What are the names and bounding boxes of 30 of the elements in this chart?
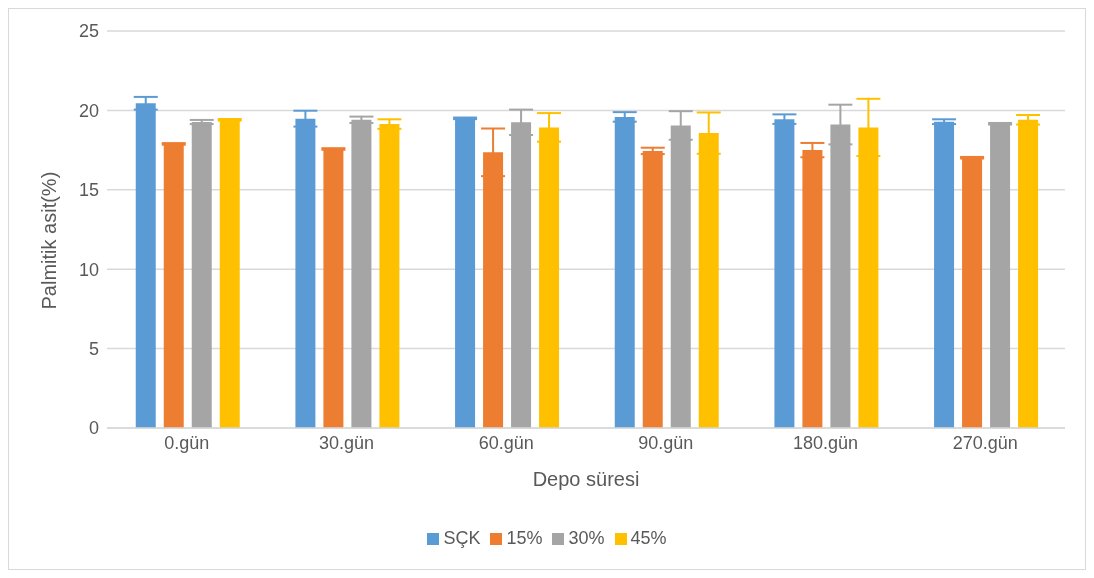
bar: [323, 148, 344, 428]
y-tick-label: 0: [88, 418, 99, 439]
y-tick-label: 25: [78, 21, 99, 42]
x-tick-label: 60.gün: [478, 432, 534, 453]
x-axis-title: Depo süresi: [532, 468, 640, 490]
bar: [191, 121, 212, 428]
x-tick-label: 30.gün: [318, 432, 375, 453]
legend-label: 15%: [506, 528, 543, 548]
y-axis-title: Palmitik asit(%): [38, 171, 61, 310]
legend-label: 30%: [568, 528, 605, 548]
legend-label: 45%: [630, 528, 667, 548]
bar: [1018, 119, 1039, 428]
bar: [455, 118, 476, 428]
x-tick-label: 270.gün: [952, 432, 1018, 453]
legend-label: SÇK: [443, 528, 481, 548]
y-tick-label: 5: [88, 338, 99, 359]
bar: [351, 119, 372, 428]
bar: [934, 121, 955, 428]
bar: [163, 143, 184, 428]
y-tick-label: 10: [78, 259, 99, 280]
bar: [642, 150, 663, 428]
bar: [990, 123, 1011, 428]
bar: [614, 116, 635, 428]
bar: [962, 157, 983, 428]
y-tick-label: 20: [78, 100, 99, 121]
x-tick-label: 0.gün: [164, 432, 210, 453]
x-tick-label: 90.gün: [638, 432, 694, 453]
y-tick-label: 15: [78, 180, 99, 201]
x-tick-label: 180.gün: [792, 432, 859, 453]
bar: [219, 119, 240, 428]
